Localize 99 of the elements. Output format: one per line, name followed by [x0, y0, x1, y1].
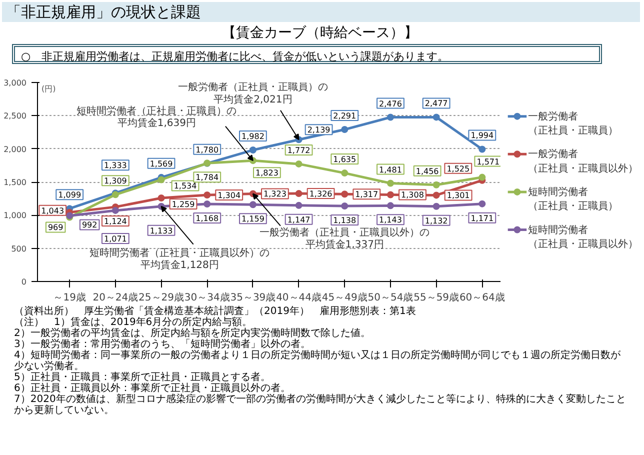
data-label: 1,143: [379, 216, 402, 225]
x-tick-label: 20～24歳: [92, 292, 138, 304]
text: 5）正社員・正職員：事業所で正社員・正職員とする者。: [14, 372, 270, 383]
data-label: 2,477: [424, 99, 448, 108]
text: ○ 非正規雇用労働者は、正規雇用労働者に比べ、賃金が低いという課題があります。: [21, 49, 449, 65]
data-label: 1,772: [287, 146, 310, 155]
data-label: 2,291: [333, 112, 356, 121]
data-label: 1,569: [150, 159, 173, 168]
data-label: 1,317: [355, 190, 378, 200]
data-label: 1,159: [242, 214, 264, 224]
y-tick-label: 3,000: [4, 78, 27, 88]
text: （注） 1）賃金は、2019年6月分の所定内給与額。: [14, 317, 252, 328]
data-label: 1,171: [470, 214, 494, 223]
chart-subtitle: 【賃金カーブ（時給ベース）】: [222, 24, 418, 43]
point: [158, 194, 165, 202]
point: [386, 180, 394, 187]
data-label: 1,784: [196, 173, 219, 182]
point: [386, 191, 394, 198]
text: 7）2020年の数値は、新型コロナ感染症の影響で一部の労働者の労働時間が大きく減少したこと等により、特殊的に大きく変動したことから更新していない。: [14, 394, 626, 416]
point: [478, 146, 486, 153]
x-tick-label: 50～54歳: [368, 292, 414, 304]
point: [204, 200, 211, 208]
data-label: 992: [82, 220, 98, 230]
text: 6）正社員・正職員以外：事業所で正社員・正職員以外の者。: [14, 383, 290, 394]
point: [249, 201, 256, 208]
point: [386, 114, 394, 121]
data-label: 1,982: [242, 132, 264, 142]
legend-label: 短時間労働者（正社員・正職員）: [528, 186, 618, 212]
data-label: 1,308: [401, 190, 424, 200]
data-label: 1,823: [256, 168, 278, 178]
data-label: 1,124: [104, 216, 127, 226]
data-label: 1,147: [287, 215, 310, 224]
y-tick-label: 1,500: [4, 178, 27, 187]
data-label: 1,168: [196, 214, 219, 224]
chart-title: 「非正規雇用」の現状と課題: [6, 2, 201, 23]
point: [432, 114, 440, 121]
point: [112, 206, 119, 214]
y-tick-label: 1,000: [4, 211, 27, 220]
data-label: 1,043: [41, 206, 64, 216]
x-tick-label: 25～29歳: [138, 292, 184, 304]
y-tick-label: 2,000: [4, 144, 27, 154]
point: [295, 190, 302, 198]
point: [204, 192, 211, 198]
x-tick-label: 55～59歳: [414, 292, 460, 304]
data-label: 2,139: [307, 126, 330, 135]
point: [341, 202, 348, 210]
legend-label: 一般労働者（正社員・正職員）: [528, 110, 618, 137]
text: 4）短時間労働者：同一事業所の一般の労働者より１日の所定労働時間が短い又は１日の所定労働時間が同じでも１週の所定労働日数が少ない労働者。: [14, 350, 620, 372]
point: [295, 202, 302, 209]
x-tick-label: 45～49歳: [322, 292, 368, 304]
x-tick-label: 35～39歳: [230, 292, 276, 304]
text: （資料出所） 厚生労働省「賃金構造基本統計調査」（2019年） 雇用形態別表：第1表: [14, 306, 416, 317]
text: 2）一般労働者の平均賃金は、所定内給与額を所定内実労働時間数で除した値。: [14, 328, 370, 339]
point: [432, 202, 440, 210]
point: [249, 146, 256, 154]
data-label: 1,309: [104, 176, 127, 186]
x-tick-label: 40～44歳: [276, 292, 322, 304]
data-label: 1,133: [150, 226, 173, 236]
data-label: 1,333: [104, 161, 127, 170]
data-label: 1,780: [196, 145, 219, 154]
annotation: 短時間労働者（正社員・正職員）の平均賃金1,639円: [76, 105, 237, 130]
y-tick-label: 2,500: [4, 112, 27, 121]
x-tick-label: 60～64歳: [459, 292, 505, 304]
data-label: 1,259: [172, 200, 195, 209]
text: 3）一般労働者：常用労働者のうち、「短時間労働者」以外の者。: [14, 339, 310, 350]
data-label: 2,476: [379, 99, 402, 108]
point: [478, 174, 486, 181]
data-label: 1,571: [476, 157, 500, 166]
point: [432, 192, 440, 199]
point: [341, 190, 348, 198]
data-label: 1,326: [309, 190, 332, 199]
point: [341, 170, 348, 177]
legend-label: 一般労働者（正社員・正職員以外）: [528, 148, 638, 174]
data-label: 1,132: [424, 216, 448, 226]
data-label: 1,534: [174, 182, 197, 191]
data-label: 1,138: [333, 216, 356, 226]
data-label: 1,525: [446, 164, 470, 174]
y-axis-title: (円): [42, 84, 56, 94]
data-label: 1,635: [333, 155, 356, 164]
data-label: 1,481: [379, 165, 402, 174]
point: [295, 160, 302, 168]
point: [386, 202, 394, 210]
point: [432, 181, 440, 188]
data-label: 1,323: [264, 190, 286, 199]
y-tick-label: 0: [21, 278, 27, 286]
data-label: 969: [48, 223, 64, 232]
x-tick-label: ～19歳: [53, 292, 86, 304]
point: [158, 176, 165, 184]
data-label: 1,099: [58, 190, 82, 200]
data-label: 1,994: [470, 131, 494, 140]
point: [478, 200, 486, 208]
data-label: 1,301: [446, 191, 470, 200]
point: [341, 126, 348, 134]
y-tick-label: 500: [11, 244, 27, 254]
x-tick-label: 30～34歳: [184, 292, 230, 304]
data-label: 1,071: [104, 234, 127, 244]
legend-label: 短時間労働者（正社員・正職員以外）: [528, 224, 638, 250]
data-label: 1,456: [416, 166, 439, 176]
data-label: 1,304: [218, 191, 241, 200]
